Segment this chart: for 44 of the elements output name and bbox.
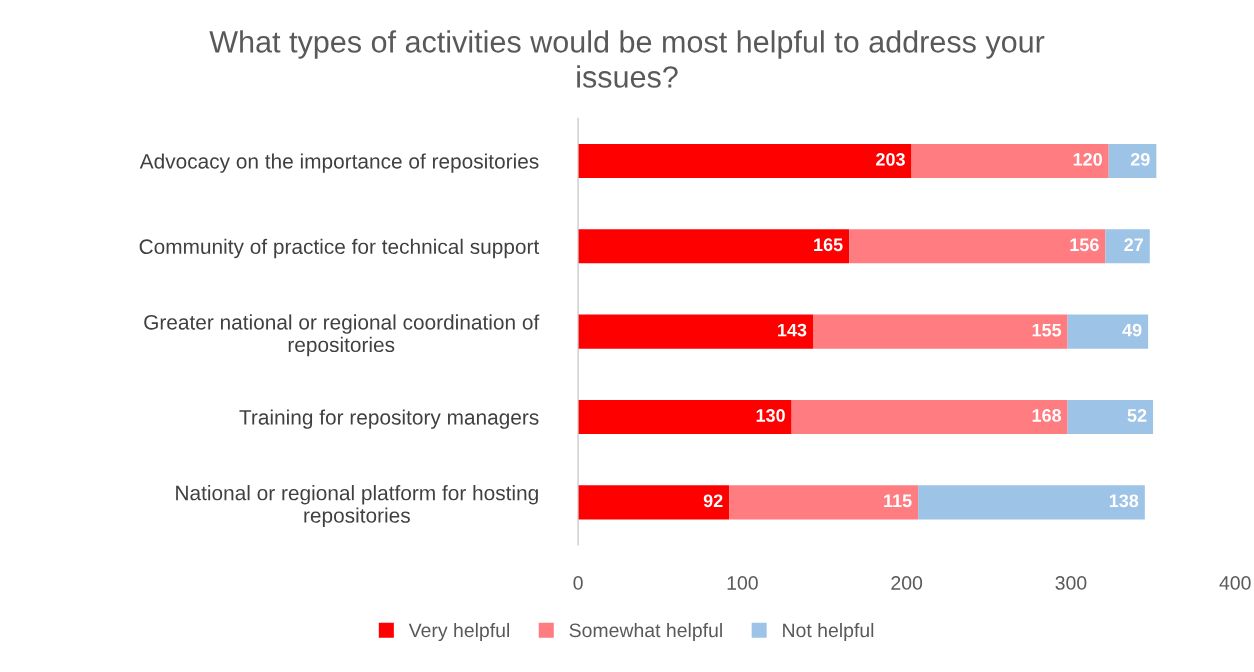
bar (1105, 229, 1150, 264)
bar (791, 399, 1068, 435)
data-label: 156 (1070, 238, 1099, 252)
legend-label: Not helpful (783, 622, 874, 642)
x-tick-label: 100 (727, 576, 758, 590)
data-label: 155 (1032, 323, 1062, 337)
x-tick-label: 0 (573, 576, 583, 590)
data-label: 29 (1130, 153, 1150, 166)
data-label: 92 (703, 494, 723, 508)
y-tick-label: Greater national or regional coordination of repositories (144, 314, 540, 357)
bar (813, 314, 1068, 349)
bar (1067, 399, 1154, 435)
bar (1067, 314, 1149, 349)
data-label: 168 (1032, 409, 1062, 422)
bar (578, 485, 730, 520)
chart-title: What types of activities would be most helpful to address your issues? (209, 30, 1045, 88)
y-tick-label: Training for repository managers (239, 409, 539, 429)
bar (578, 229, 850, 264)
x-tick-label: 400 (1219, 576, 1251, 590)
x-tick-label: 200 (891, 576, 923, 590)
bar (911, 143, 1109, 179)
y-tick-label: National or regional platform for hosting repositories (176, 485, 538, 527)
bar (729, 485, 919, 520)
bar (849, 229, 1106, 264)
data-label: 165 (814, 238, 843, 252)
y-tick-label: Community of practice for technical support (139, 238, 540, 259)
data-label: 120 (1073, 153, 1102, 166)
data-label: 27 (1124, 238, 1143, 251)
legend-label: Somewhat helpful (569, 622, 722, 642)
bar (578, 143, 912, 179)
data-label: 143 (778, 323, 807, 337)
legend-label: Very helpful (408, 622, 509, 642)
x-tick-label: 300 (1055, 576, 1087, 590)
data-label: 138 (1109, 494, 1139, 508)
data-label: 49 (1122, 323, 1142, 337)
data-label: 115 (884, 494, 912, 508)
bar (578, 399, 792, 435)
bar (1108, 143, 1157, 179)
data-label: 52 (1127, 409, 1147, 422)
data-label: 130 (756, 409, 785, 422)
data-label: 203 (876, 153, 905, 166)
y-tick-label: Advocacy on the importance of repositories (139, 153, 539, 173)
bar (918, 485, 1145, 520)
bar (578, 314, 814, 349)
